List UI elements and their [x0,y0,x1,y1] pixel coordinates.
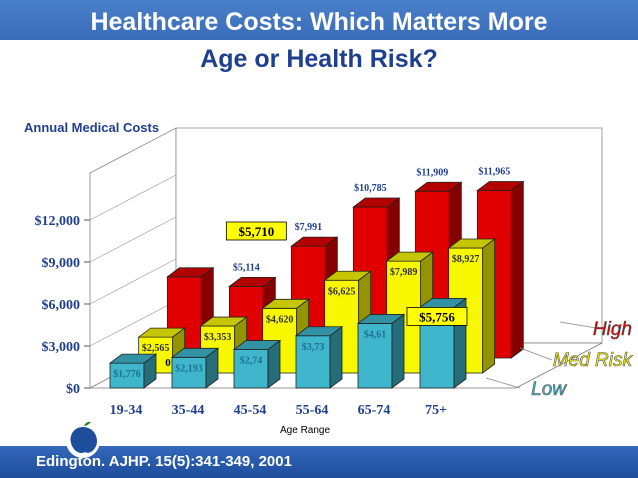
y-tick-label: $12,000 [35,214,81,229]
legend-leader-low [485,377,521,389]
data-label-high-45-54: $7,991 [295,222,323,233]
data-label-high-55-64: $10,785 [354,183,387,194]
x-tick-label: 55-64 [296,403,329,418]
bar-side-low-45-54 [267,339,281,389]
bar-low-55-64 [295,335,331,389]
data-label-med-risk-19-34: $2,565 [142,343,170,354]
data-label-high-75+: $11,965 [478,166,510,177]
data-label-high-35-44: $5,114 [233,262,260,273]
slide-title: Healthcare Costs: Which Matters More [90,8,548,36]
legend-low: Low [531,379,567,400]
apple-logo-icon [66,421,100,458]
bar-side-low-19-34 [143,353,157,389]
y-gridline [89,300,177,347]
bar-side-low-35-44 [205,347,219,389]
bar-low-35-44 [171,356,207,389]
data-label-med-risk-45-54: $4,620 [266,314,294,325]
legend-leader-med-risk [519,347,553,361]
callout-label-high: $5,710 [238,224,274,239]
data-label-med-risk-75+: $8,927 [452,254,480,265]
slide-subtitle: Age or Health Risk? [0,40,638,78]
data-label-med-risk-35-44: $3,353 [204,332,232,343]
data-label-low-75+: $5,756 [419,309,455,324]
data-label-low-55-64: $3,73 [302,342,325,353]
bar-side-low-65-74 [391,313,405,389]
data-label-high-65-74: $11,909 [416,167,448,178]
y-gridline [89,258,177,305]
y-tick-label: $3,000 [42,340,81,355]
callout-box-high [225,221,287,241]
bar-side-low-55-64 [329,325,343,389]
legend-med-risk: Med Risk [553,350,634,371]
data-label-low-19-34: $1,776 [113,369,141,380]
x-tick-label: 75+ [425,403,447,418]
x-tick-label: 19-34 [110,403,143,418]
legend-high: High [593,319,632,340]
y-tick-label: $0 [66,382,80,397]
data-label-low-65-74: $4,61 [364,329,387,340]
y-tick-label: $9,000 [42,256,81,271]
callout-box-low [406,307,468,326]
x-tick-label: 35-44 [172,403,205,418]
chart-title: Annual Medical Costs [24,120,160,135]
bar-side-high-75+ [510,180,524,359]
bar-side-med-risk-75+ [482,238,496,374]
y-tick-label: $6,000 [42,298,81,313]
x-axis-label: Age Range [280,425,331,436]
data-label-low-45-54: $2,74 [240,356,263,367]
data-label-low-35-44: $2,193 [175,363,203,374]
data-label-med-risk-55-64: $6,625 [328,286,356,297]
legend-leader-high [559,321,597,329]
footer-citation: Edington. AJHP. 15(5):341-349, 2001 [36,453,292,470]
y-gridline [89,216,177,263]
stray-label: 0 [165,357,171,369]
x-tick-label: 45-54 [234,403,267,418]
y-gridline [89,174,177,221]
x-tick-label: 65-74 [358,403,391,418]
footer-bar [0,446,638,478]
data-label-med-risk-65-74: $7,989 [390,267,418,278]
